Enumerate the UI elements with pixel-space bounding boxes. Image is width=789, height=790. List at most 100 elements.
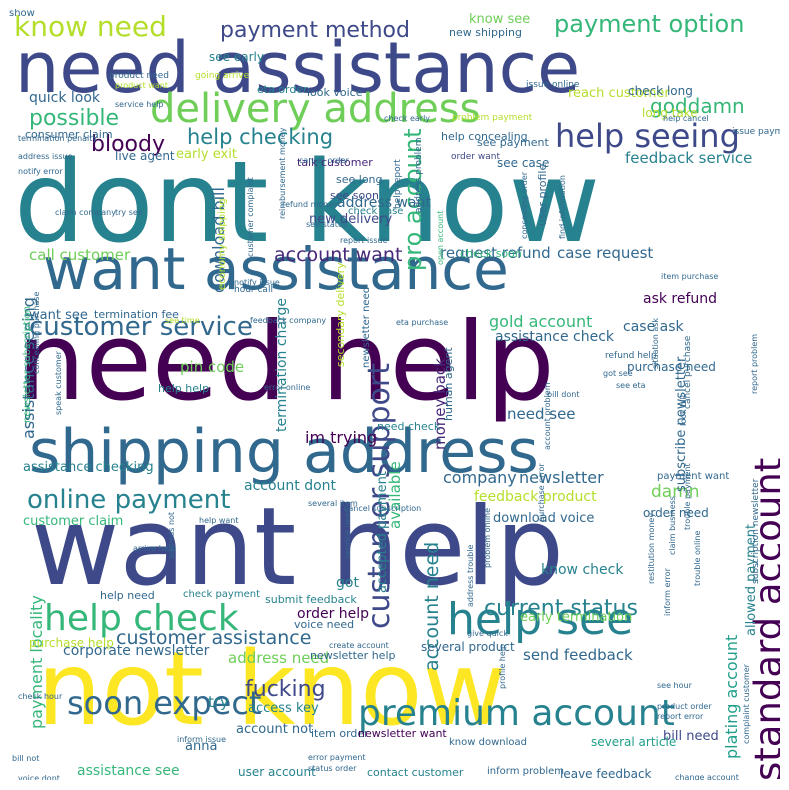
word-customer-assistance: customer assistance [116,627,312,649]
word-problem-online: problem online [483,507,492,568]
word-restitution-money: restitution money [647,512,656,584]
word-see-payment: see payment [477,136,549,149]
word-know-check: know check [541,562,624,578]
word-reach-customer: reach customer [568,86,670,101]
word-soon-expect: soon expect [67,684,262,722]
word-purchase-help: purchase help [29,636,114,650]
word-check-case: check case [348,206,404,217]
word-address-issue: address issue [18,152,73,161]
word-problem-payment: problem payment [452,113,533,123]
word-long-take: long take [642,106,698,120]
word-voice-dont: voice dont [18,774,60,781]
word-error-online: error online [264,383,311,392]
word-delivery-address: delivery address [150,86,481,132]
word-cancel-subscription: cancel subscription [344,504,422,513]
word-secondary-delivery: secondary delivery [334,262,347,367]
word-situation-ask: situation ask [651,317,660,369]
word-product-want: product want [115,81,168,90]
word-want-see: want see [29,308,88,323]
word-consumer-claim: consumer claim [25,128,113,141]
word-payment-option: payment option [554,10,745,38]
word-look-voice: look voice [307,86,363,99]
word-several-article: several article [591,735,677,749]
word-check-payment: check payment [183,589,261,600]
word-termination-penalty: termination penalty [18,134,98,143]
word-help-concealing: help concealing [441,130,528,143]
word-subscription-newsletter: subscription newsletter [751,478,761,584]
word-newsletter-need: newsletter need [361,286,372,368]
word-help-seeing: help seeing [555,117,740,155]
word-error-payment: error payment [308,753,366,762]
word-feedback-company: feedback company [250,316,327,325]
word-item-purchase: item purchase [661,272,719,281]
word-product-need: product need [109,71,169,81]
word-assistance-checking: assistance checking [23,460,154,475]
word-customer-service: customer service [29,312,253,342]
word-purchase-need: purchase need [627,360,716,374]
word-new-shipping: new shipping [449,26,522,39]
word-item-order: item order [311,727,369,740]
word-available: available [386,461,404,529]
word-refund-money: refund money [282,200,339,209]
word-see-hour: see hour [657,681,692,690]
word-address-trouble: address trouble [466,544,475,607]
word-early-exit: early exit [176,147,237,162]
word-call-customer: call customer [29,246,131,264]
word-cloud: dont know need help want help not know need … [9,9,780,780]
word-see-early: see early [209,50,264,64]
word-know-download: know download [449,737,527,748]
word-bill-need: bill need [663,729,719,744]
word-help-checking: help checking [187,125,334,149]
word-live-agent: live agent [115,149,175,163]
word-online-payment: online payment [27,485,231,515]
word-help-want: help want [199,516,239,525]
word-newsletter-want: newsletter want [358,727,447,740]
word-gold-account: gold account [489,312,593,331]
word-check-early: check early [384,114,431,123]
word-access-key: access key [248,701,319,716]
word-help-see: help see [447,594,634,645]
word-change-account: change account [675,773,739,781]
word-user-profile: user profile [536,163,549,226]
word-several-item: several item [308,499,358,508]
word-try: try [208,693,229,711]
word-concealing-purchase: concealing purchase [32,291,41,374]
word-eta-purchase: eta purchase [396,318,449,327]
word-order-need: order need [643,506,709,520]
word-product-order: product order [657,702,712,711]
word-payment-want: payment want [657,471,730,482]
word-premium-account: premium account [358,693,675,734]
word-look-bill: look bill [679,395,688,426]
word-issue-online: issue online [526,80,580,90]
word-see-long: see long [336,173,383,186]
word-refund-help: refund help [605,351,657,361]
word-got: got [336,575,359,591]
word-newsletter-help: newsletter help [310,649,396,662]
word-know-see: know see [469,12,531,27]
word-see-soon: see soon [330,189,379,202]
word-quick-look: quick look [29,90,101,106]
word-see-time: see time [165,316,200,325]
word-order-help: order help [297,606,370,622]
word-purchase-error: purchase error [537,463,546,522]
word-account-dont: account dont [244,478,337,494]
word-complaint-customer: complaint customer [742,664,751,744]
word-ask-refund: ask refund [643,291,718,307]
word-bill-dont: bill dont [547,390,580,399]
word-help-report: help report [393,159,403,209]
word-user-account: user account [238,765,316,779]
word-trouble-payment: trouble payment [683,463,692,530]
word-possible: possible [29,106,120,131]
word-report-issue: report issue [340,236,388,245]
word-bloody: bloody [91,132,165,157]
word-payment-method: payment method [220,18,410,43]
word-assistance-see: assistance see [77,763,180,779]
word-bill-not: bill not [12,754,40,763]
word-feedback-product: feedback product [474,489,597,505]
word-payment-locality: payment locality [27,595,46,729]
word-see-case: see case [497,156,550,170]
word-voice-need: voice need [294,618,355,631]
word-help-cancel: help cancel [663,114,709,123]
word-eta-order: eta order [257,83,308,96]
word-download-voice: download voice [493,511,595,526]
